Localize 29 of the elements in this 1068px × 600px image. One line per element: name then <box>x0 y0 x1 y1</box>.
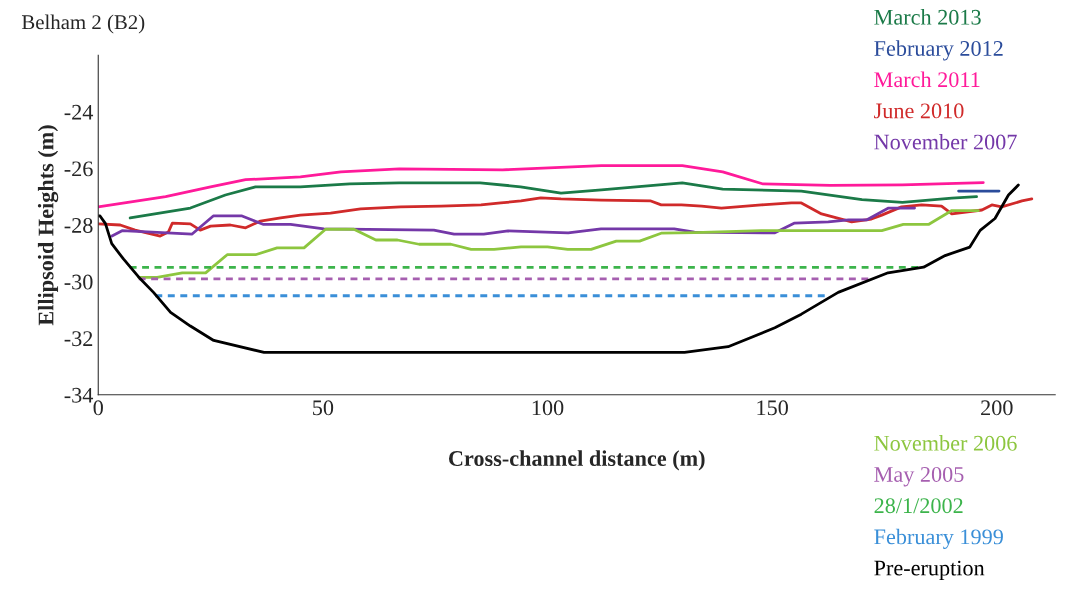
y-tick-label: -26 <box>64 161 93 177</box>
y-tick-label: -34 <box>64 387 94 403</box>
text: March 2013 <box>874 9 981 25</box>
text: May 2005 <box>874 466 964 487</box>
text: November 2007 <box>874 133 1017 150</box>
y-tick-label: -28 <box>64 217 93 233</box>
x-tick-label: 100 <box>532 400 564 416</box>
chart-title: Belham 2 (B2) <box>21 14 145 34</box>
x-tick-label: 0 <box>93 400 103 416</box>
text: February 1999 <box>874 528 1003 549</box>
text: June 2010 <box>874 103 964 119</box>
y-tick-label: -32 <box>64 331 93 347</box>
line-series <box>137 209 980 279</box>
text: March 2011 <box>874 71 980 88</box>
text: February 2012 <box>874 40 1003 61</box>
line-series <box>128 181 978 220</box>
y-tick-label: -24 <box>64 104 94 120</box>
text: November 2006 <box>874 435 1017 451</box>
text: Pre-eruption <box>874 560 985 581</box>
y-tick-label: -30 <box>64 274 93 290</box>
line-series <box>98 164 985 209</box>
line-series <box>98 196 1034 238</box>
x-tick-label: 150 <box>757 400 788 416</box>
line-series <box>98 183 1020 354</box>
text: 28/1/2002 <box>874 498 963 514</box>
x-axis-title: Cross-channel distance (m) <box>449 450 705 471</box>
x-tick-label: 200 <box>981 400 1013 416</box>
y-axis-title: Ellipsoid Heights (m) <box>37 125 59 326</box>
x-tick-label: 50 <box>313 400 334 416</box>
